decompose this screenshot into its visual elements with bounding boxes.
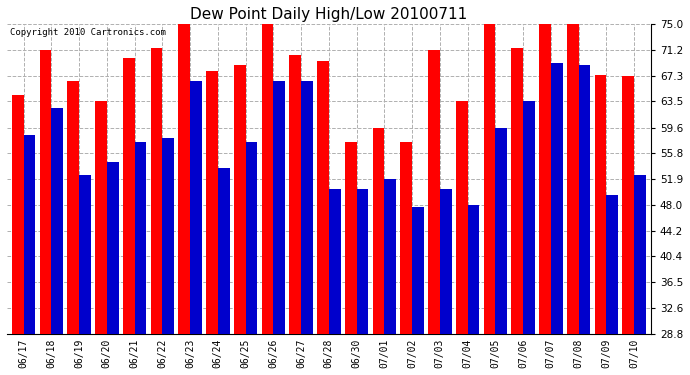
Bar: [539, 11, 551, 334]
Bar: [357, 189, 368, 334]
Text: Copyright 2010 Cartronics.com: Copyright 2010 Cartronics.com: [10, 28, 166, 37]
Bar: [329, 189, 341, 334]
Bar: [400, 142, 412, 334]
Bar: [345, 142, 357, 334]
Bar: [301, 81, 313, 334]
Bar: [551, 63, 562, 334]
Bar: [495, 128, 507, 334]
Bar: [428, 50, 440, 334]
Bar: [567, 24, 579, 334]
Bar: [468, 205, 480, 334]
Bar: [190, 81, 201, 334]
Bar: [440, 189, 451, 334]
Bar: [150, 48, 162, 334]
Bar: [107, 162, 119, 334]
Bar: [79, 175, 91, 334]
Bar: [273, 81, 285, 334]
Bar: [412, 207, 424, 334]
Bar: [51, 108, 63, 334]
Bar: [484, 24, 495, 334]
Bar: [317, 62, 329, 334]
Bar: [595, 75, 607, 334]
Bar: [456, 102, 468, 334]
Bar: [206, 71, 218, 334]
Bar: [523, 102, 535, 334]
Bar: [179, 24, 190, 334]
Bar: [373, 128, 384, 334]
Bar: [622, 76, 634, 334]
Bar: [23, 135, 35, 334]
Bar: [511, 48, 523, 334]
Title: Dew Point Daily High/Low 20100711: Dew Point Daily High/Low 20100711: [190, 7, 468, 22]
Bar: [135, 142, 146, 334]
Bar: [12, 95, 23, 334]
Bar: [579, 64, 590, 334]
Bar: [289, 55, 301, 334]
Bar: [162, 138, 174, 334]
Bar: [40, 50, 51, 334]
Bar: [68, 81, 79, 334]
Bar: [95, 102, 107, 334]
Bar: [607, 195, 618, 334]
Bar: [218, 168, 230, 334]
Bar: [634, 175, 646, 334]
Bar: [246, 142, 257, 334]
Bar: [384, 179, 396, 334]
Bar: [262, 24, 273, 334]
Bar: [123, 58, 135, 334]
Bar: [234, 64, 246, 334]
